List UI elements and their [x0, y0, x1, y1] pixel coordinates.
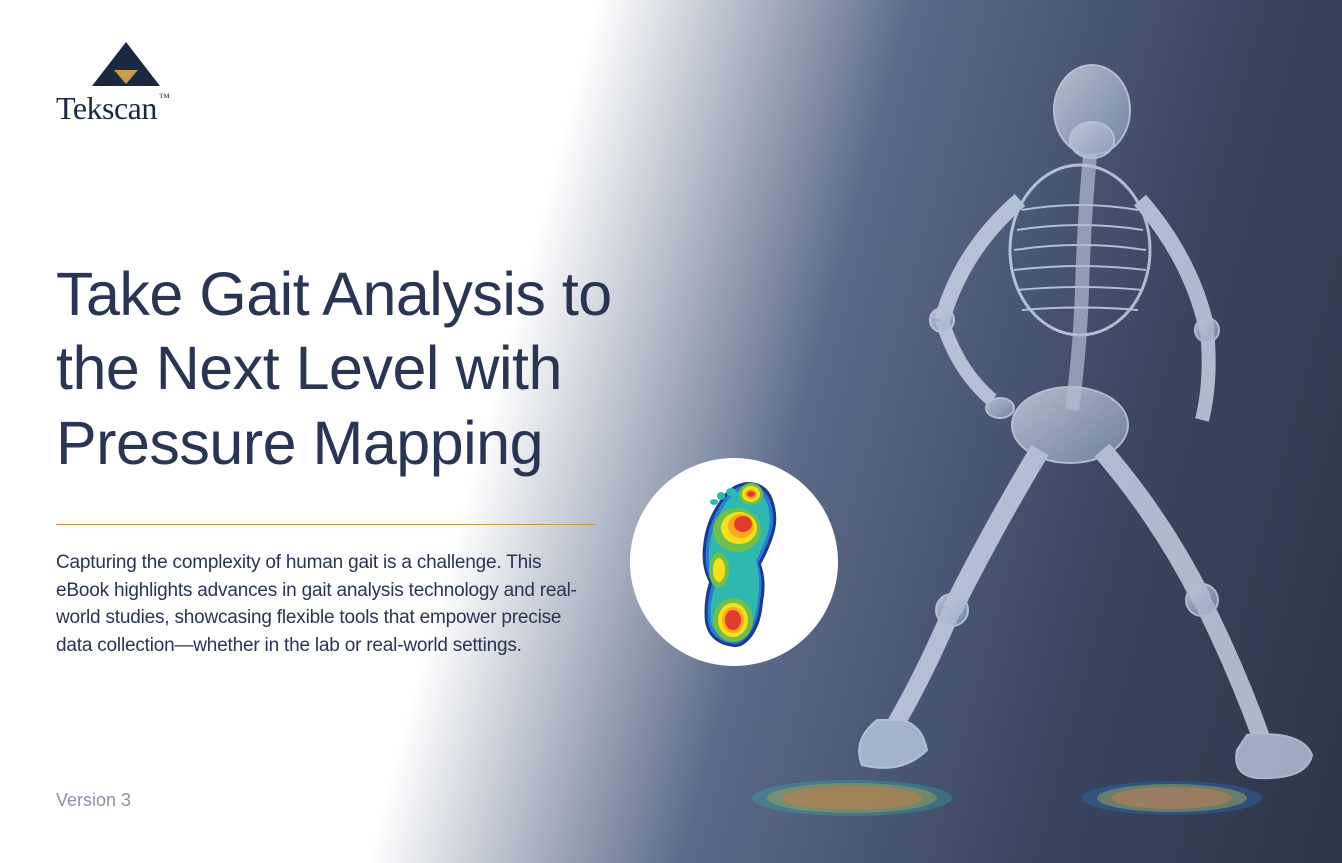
page-title: Take Gait Analysis to the Next Level wit… [56, 257, 644, 480]
brand-name: Tekscan [56, 90, 644, 127]
brand-logo: Tekscan [56, 42, 644, 127]
description-text: Capturing the complexity of human gait i… [56, 549, 596, 659]
divider-line [56, 524, 596, 525]
skeleton-hero-illustration [762, 40, 1322, 820]
logo-mark-icon [92, 42, 160, 86]
foot-pressure-map-icon [679, 472, 789, 652]
version-label: Version 3 [56, 790, 131, 811]
foot-pressure-badge [630, 458, 838, 666]
